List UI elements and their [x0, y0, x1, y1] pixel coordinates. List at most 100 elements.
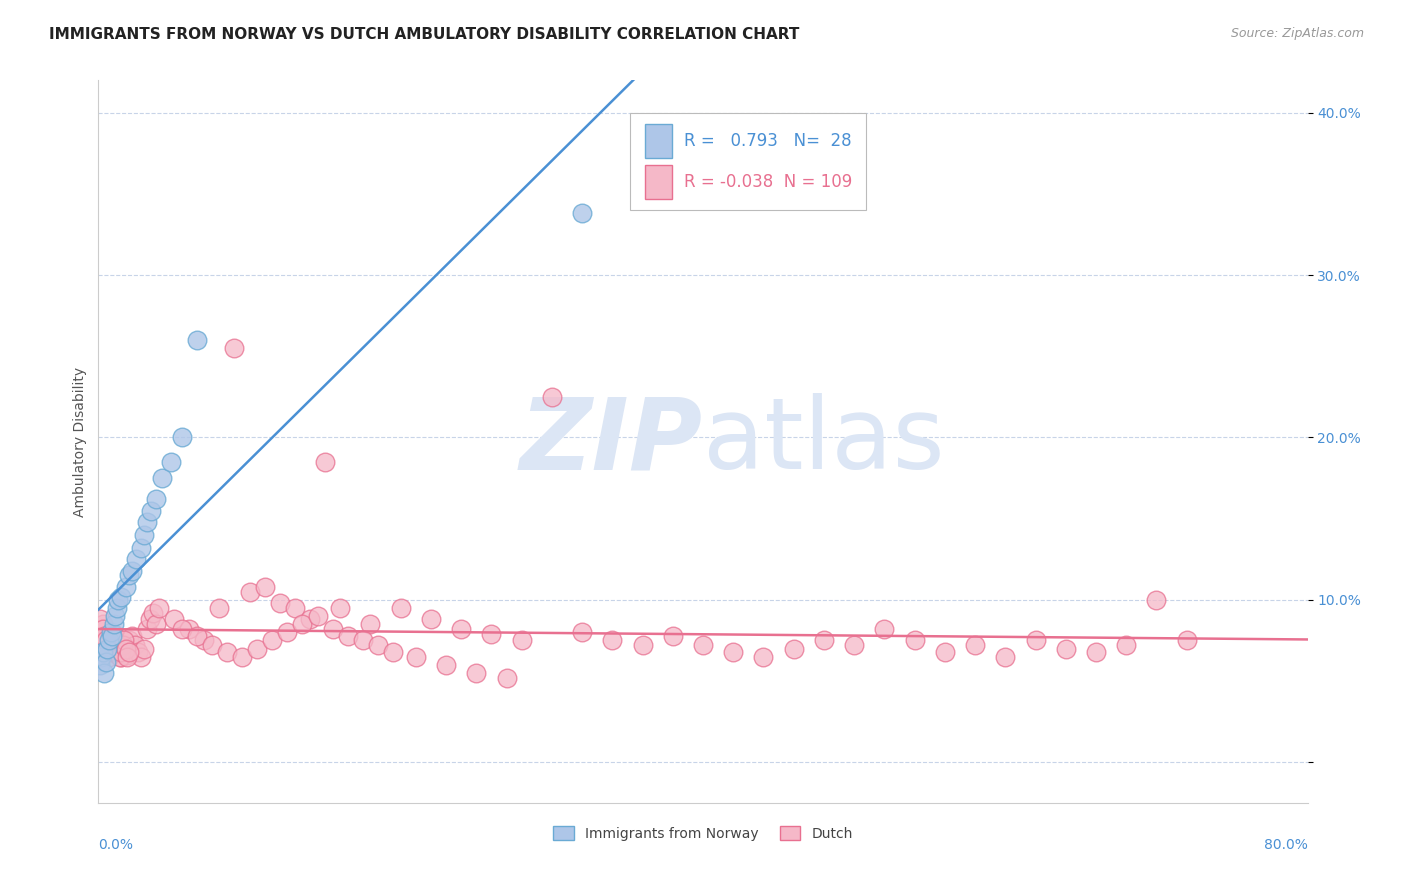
Point [98, 641, 121, 656]
Point [94, 632, 117, 646]
Point [434, 657, 457, 672]
Point [91, 617, 114, 632]
Point [142, 606, 165, 620]
Point [127, 645, 149, 659]
Point [91, 622, 114, 636]
Point [121, 564, 143, 578]
Point [934, 645, 956, 659]
Point [96, 641, 118, 656]
Point [450, 622, 472, 636]
Point [103, 627, 125, 641]
Point [96, 641, 118, 656]
Point [98, 649, 121, 664]
Point [873, 622, 896, 636]
Point [103, 617, 125, 632]
Point [215, 645, 238, 659]
Point [100, 645, 122, 659]
Point [179, 622, 201, 636]
Point [148, 601, 170, 615]
Point [108, 640, 131, 654]
Point [246, 641, 269, 656]
Point [495, 671, 517, 685]
Point [965, 638, 987, 652]
Legend: Immigrants from Norway, Dutch: Immigrants from Norway, Dutch [547, 821, 859, 847]
Text: atlas: atlas [703, 393, 945, 490]
Point [111, 638, 134, 652]
Point [105, 601, 128, 615]
Point [602, 633, 624, 648]
Point [112, 638, 135, 652]
Point [96, 638, 118, 652]
Point [93, 629, 115, 643]
Point [100, 645, 122, 659]
Point [132, 528, 155, 542]
Point [904, 633, 927, 648]
Point [129, 541, 152, 555]
Point [367, 638, 389, 652]
Point [111, 643, 134, 657]
Point [114, 580, 136, 594]
Point [94, 655, 117, 669]
Point [139, 612, 162, 626]
Point [208, 601, 231, 615]
Bar [645, 124, 672, 158]
Point [98, 633, 121, 648]
Point [1085, 645, 1108, 659]
Point [118, 633, 141, 648]
Point [145, 492, 167, 507]
Point [100, 625, 122, 640]
Point [103, 632, 125, 646]
Point [299, 612, 322, 626]
Point [104, 641, 127, 656]
Point [105, 645, 128, 659]
Point [253, 580, 276, 594]
Point [284, 601, 307, 615]
Point [1024, 633, 1046, 648]
Point [93, 665, 115, 680]
Y-axis label: Ambulatory Disability: Ambulatory Disability [73, 367, 87, 516]
Text: R = -0.038  N = 109: R = -0.038 N = 109 [683, 173, 852, 191]
Point [224, 341, 246, 355]
Point [110, 645, 132, 659]
Point [201, 638, 224, 652]
Point [118, 568, 141, 582]
Point [124, 638, 146, 652]
Point [291, 617, 314, 632]
Point [336, 629, 359, 643]
Point [239, 584, 262, 599]
Bar [645, 165, 672, 200]
Point [125, 552, 148, 566]
Point [193, 633, 215, 648]
Point [262, 633, 284, 648]
Text: 0.0%: 0.0% [98, 838, 134, 852]
Point [723, 645, 745, 659]
Point [352, 633, 374, 648]
Point [135, 515, 157, 529]
Text: Source: ZipAtlas.com: Source: ZipAtlas.com [1230, 27, 1364, 40]
Point [115, 648, 138, 662]
Point [94, 633, 117, 648]
Point [135, 622, 157, 636]
Point [107, 645, 129, 659]
Point [692, 638, 714, 652]
Point [783, 641, 806, 656]
Point [571, 625, 593, 640]
Point [510, 633, 533, 648]
Text: R =   0.793   N=  28: R = 0.793 N= 28 [683, 132, 851, 150]
Point [101, 629, 124, 643]
Text: IMMIGRANTS FROM NORWAY VS DUTCH AMBULATORY DISABILITY CORRELATION CHART: IMMIGRANTS FROM NORWAY VS DUTCH AMBULATO… [49, 27, 800, 42]
Point [90, 649, 112, 664]
Point [163, 612, 186, 626]
Point [322, 622, 344, 636]
Point [150, 471, 173, 485]
Point [186, 333, 208, 347]
Point [186, 629, 208, 643]
Point [170, 430, 193, 444]
Point [105, 638, 128, 652]
Text: 80.0%: 80.0% [1264, 838, 1308, 852]
Point [307, 609, 329, 624]
Point [93, 629, 115, 643]
Point [994, 649, 1017, 664]
Point [465, 665, 488, 680]
Point [382, 645, 405, 659]
